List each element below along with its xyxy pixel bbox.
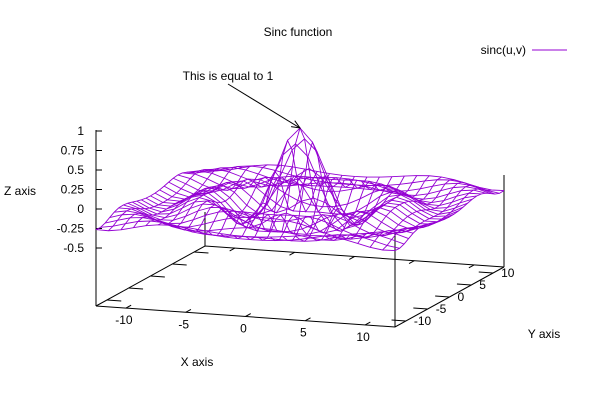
y-axis-ticks: -10 -5 05 10 <box>106 251 515 328</box>
surface-line-y <box>133 166 243 228</box>
chart-title: Sinc function <box>264 25 333 39</box>
surface-line-y <box>145 165 255 227</box>
y-tick-label: -10 <box>414 314 432 328</box>
annotation: This is equal to 1 <box>183 69 302 129</box>
x-tick-mark-back <box>408 260 415 265</box>
x-axis-label: X axis <box>181 355 214 369</box>
y-tick-mark <box>413 307 428 310</box>
surface-line-y <box>369 184 480 248</box>
x-tick-mark <box>125 304 132 309</box>
surface-line-y <box>108 169 218 232</box>
x-tick-mark <box>364 321 371 326</box>
y-tick-mark <box>478 271 494 274</box>
y-tick-label: 10 <box>501 266 515 280</box>
y-axis-label: Y axis <box>528 327 560 341</box>
x-axis-ticks: -10 -5 0 5 10 <box>115 247 475 344</box>
annotation-arrowhead <box>291 120 302 129</box>
x-tick-mark-back <box>229 247 236 252</box>
x-tick-mark <box>185 308 192 313</box>
x-tick-mark <box>245 313 251 317</box>
x-tick-mark-back <box>349 256 355 260</box>
surface-line-y <box>307 175 418 242</box>
y-tick-mark <box>456 283 472 286</box>
z-tick-label: 0 <box>77 202 84 216</box>
surface-line-y <box>270 174 380 242</box>
surface-line-y <box>207 171 318 236</box>
surface-mesh <box>95 126 505 252</box>
y-tick-mark <box>435 295 450 298</box>
z-axis-label: Z axis <box>4 184 36 198</box>
legend-label: sinc(u,v) <box>481 43 526 57</box>
surface-line-y <box>257 141 368 241</box>
surface-line-y <box>282 176 393 242</box>
z-tick-label: 0.75 <box>61 144 85 158</box>
y-tick-mark-left <box>128 287 144 290</box>
x-tick-label: 10 <box>356 330 370 344</box>
surface-line-y <box>220 170 330 238</box>
x-tick-mark <box>305 317 311 322</box>
z-tick-label: 1 <box>77 124 84 138</box>
y-tick-mark <box>391 319 406 322</box>
y-tick-mark-left <box>172 263 187 266</box>
surface-line-y <box>95 169 206 230</box>
surface-line-y <box>320 175 430 241</box>
surface-line-y <box>120 167 231 231</box>
z-tick-label: -0.5 <box>63 241 84 255</box>
y-tick-label: 5 <box>479 278 486 292</box>
x-tick-label: -10 <box>115 313 133 327</box>
surface-line-y <box>394 190 505 251</box>
annotation-text: This is equal to 1 <box>183 69 274 83</box>
z-axis-ticks: 1 0.75 0.5 0.25 0 -0.25 -0.5 <box>57 124 102 255</box>
surface-line-y <box>344 179 455 241</box>
surface-line-y <box>295 175 405 242</box>
surface-line-y <box>357 181 467 244</box>
y-tick-label: 0 <box>458 290 465 304</box>
x-tick-mark-back <box>289 251 295 256</box>
axes-box <box>95 130 505 328</box>
x-tick-label: 5 <box>300 326 307 340</box>
y-tick-mark-left <box>150 275 165 278</box>
annotation-arrow-line <box>227 83 301 129</box>
y-tick-label: -5 <box>436 302 447 316</box>
x-tick-label: -5 <box>178 317 189 331</box>
y-tick-mark-left <box>106 299 122 302</box>
x-tick-mark-back <box>468 264 475 269</box>
surface-line-y <box>158 164 268 228</box>
z-tick-label: 0.25 <box>61 183 85 197</box>
surface-line-x <box>191 168 491 196</box>
surface-line-y <box>170 164 281 231</box>
surface-line-y <box>332 176 442 240</box>
z-tick-label: 0.5 <box>67 163 84 177</box>
legend: sinc(u,v) <box>481 43 567 57</box>
x-tick-label: 0 <box>240 322 247 336</box>
y-tick-mark-left <box>194 251 209 254</box>
z-tick-label: -0.25 <box>57 222 85 236</box>
